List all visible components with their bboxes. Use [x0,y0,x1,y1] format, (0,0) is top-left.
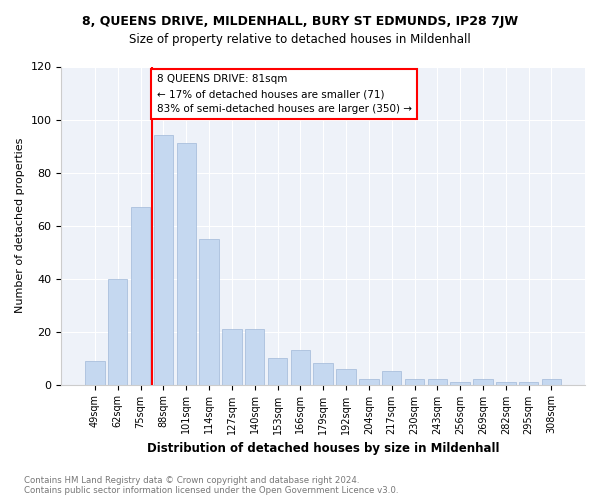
Bar [359,380,379,384]
Bar [268,358,287,384]
Bar [428,380,447,384]
Bar [245,329,265,384]
Bar [519,382,538,384]
Text: 8, QUEENS DRIVE, MILDENHALL, BURY ST EDMUNDS, IP28 7JW: 8, QUEENS DRIVE, MILDENHALL, BURY ST EDM… [82,15,518,28]
Text: Size of property relative to detached houses in Mildenhall: Size of property relative to detached ho… [129,32,471,46]
Bar [313,364,333,384]
Bar [85,360,104,384]
Bar [108,278,127,384]
Bar [496,382,515,384]
Bar [451,382,470,384]
Bar [290,350,310,384]
Bar [542,380,561,384]
Bar [382,372,401,384]
Bar [154,136,173,384]
Text: 8 QUEENS DRIVE: 81sqm
← 17% of detached houses are smaller (71)
83% of semi-deta: 8 QUEENS DRIVE: 81sqm ← 17% of detached … [157,74,412,114]
Y-axis label: Number of detached properties: Number of detached properties [15,138,25,313]
Bar [405,380,424,384]
Bar [199,239,219,384]
Bar [131,207,150,384]
Bar [473,380,493,384]
Bar [337,368,356,384]
X-axis label: Distribution of detached houses by size in Mildenhall: Distribution of detached houses by size … [147,442,499,455]
Bar [176,144,196,384]
Bar [222,329,242,384]
Text: Contains HM Land Registry data © Crown copyright and database right 2024.
Contai: Contains HM Land Registry data © Crown c… [24,476,398,495]
